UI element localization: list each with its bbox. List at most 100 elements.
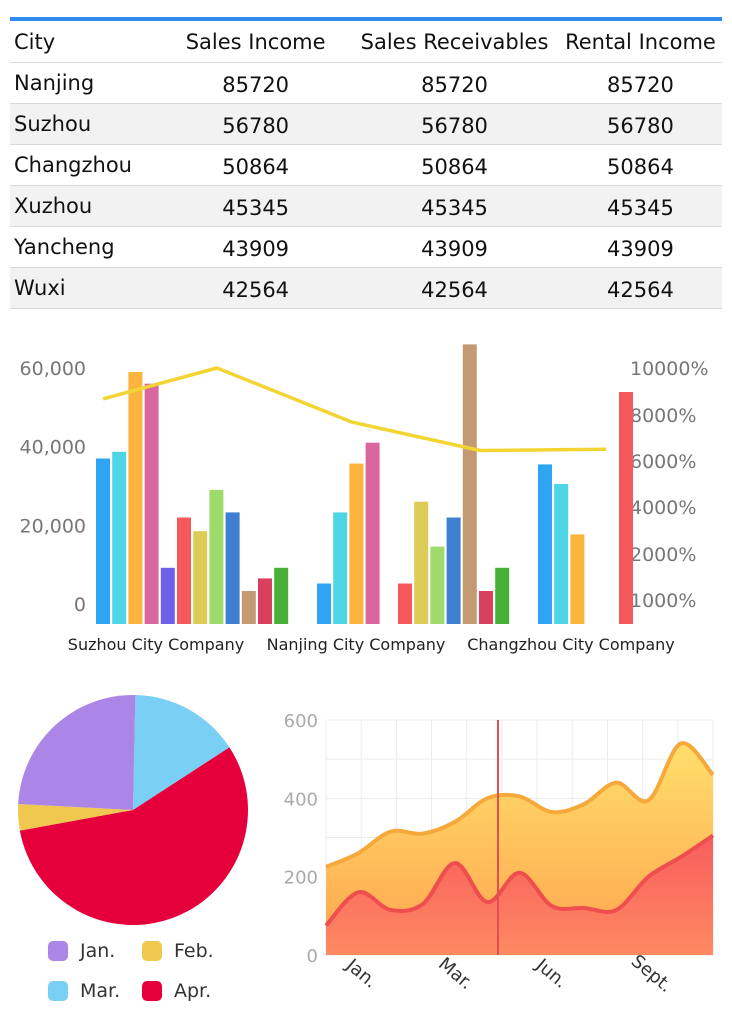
- header-city: City: [14, 29, 56, 54]
- bar: [112, 451, 127, 624]
- bar: [414, 501, 429, 624]
- legend-label: Feb.: [174, 940, 214, 962]
- cell-value: 42564: [421, 278, 488, 302]
- cell-value: 42564: [607, 278, 674, 302]
- right-axis-tick: 1000%: [630, 590, 696, 612]
- bar: [349, 463, 364, 624]
- bar-line-chart: 0 20,000 40,000 60,000 1000% 2000% 4000% 6000% 8…: [20, 344, 709, 654]
- cell-value: 56780: [421, 114, 488, 138]
- pie-slice-mar: [133, 695, 230, 810]
- pie-slice-feb: [18, 804, 133, 831]
- cell-value: 50864: [421, 155, 488, 179]
- bar: [333, 512, 348, 624]
- table-row: Changzhou 50864 50864 50864: [10, 145, 722, 186]
- right-axis-tick: 6000%: [630, 451, 696, 473]
- bar: [495, 567, 510, 624]
- cell-city: Suzhou: [14, 112, 92, 136]
- bar: [96, 458, 110, 624]
- x-axis-tick: Sept.: [627, 951, 676, 997]
- bar: [619, 392, 633, 624]
- bar: [365, 442, 380, 624]
- table-row: Xuzhou 45345 45345 45345: [10, 186, 722, 227]
- bar: [193, 531, 208, 624]
- legend-label: Apr.: [174, 980, 212, 1002]
- left-axis-tick: 0: [74, 594, 86, 616]
- cell-value: 56780: [607, 114, 674, 138]
- bar: [258, 578, 272, 624]
- cell-value: 56780: [222, 114, 290, 138]
- bar: [144, 383, 159, 624]
- bar: [446, 517, 461, 624]
- cell-value: 85720: [421, 73, 488, 97]
- cell-city: Xuzhou: [14, 194, 93, 218]
- cell-value: 42564: [222, 278, 290, 302]
- cell-value: 43909: [222, 237, 290, 261]
- y-axis-tick: 0: [307, 946, 318, 967]
- table-row: Nanjing 85720 85720 85720: [10, 63, 722, 104]
- cell-value: 45345: [421, 196, 488, 220]
- cell-value: 50864: [607, 155, 674, 179]
- left-axis-tick: 40,000: [20, 437, 86, 459]
- x-axis-tick: Jan.: [341, 954, 381, 992]
- bar: [274, 567, 289, 624]
- bar: [317, 583, 331, 624]
- pie-chart: [18, 694, 248, 925]
- header-sales-receivables: Sales Receivables: [360, 29, 549, 54]
- area-chart: 0 200 400 600 Jan. Mar. Jun. Sept.: [284, 711, 715, 997]
- cell-value: 85720: [607, 73, 674, 97]
- bar: [570, 534, 585, 624]
- legend-label: Mar.: [80, 980, 121, 1002]
- line-series: [102, 366, 607, 453]
- legend-swatch-jan: [48, 941, 68, 961]
- bar: [177, 517, 191, 624]
- y-axis-tick: 400: [284, 789, 318, 810]
- cell-city: Changzhou: [14, 153, 132, 177]
- cell-value: 43909: [607, 237, 674, 261]
- x-axis-tick: Mar.: [434, 954, 477, 995]
- pie-slice-jan: [18, 694, 136, 810]
- cell-value: 43909: [421, 237, 488, 261]
- right-axis-tick: 8000%: [630, 405, 696, 427]
- table-row: Suzhou 56780 56780 56780: [10, 104, 722, 145]
- bar: [241, 591, 256, 624]
- legend-swatch-feb: [142, 941, 162, 961]
- category-label: Changzhou City Company: [467, 635, 675, 654]
- bar: [554, 484, 569, 624]
- legend-item[interactable]: Apr.: [142, 980, 211, 1002]
- bar: [430, 546, 445, 624]
- legend-item[interactable]: Jan.: [48, 940, 115, 962]
- legend-label: Jan.: [80, 940, 116, 962]
- area-series-2-line: [324, 833, 715, 928]
- legend-item[interactable]: Mar.: [48, 980, 120, 1002]
- header-rental-income: Rental Income: [565, 29, 716, 54]
- pie-slice-apr: [19, 747, 248, 925]
- legend-item[interactable]: Feb.: [142, 940, 214, 962]
- cell-value: 50864: [222, 155, 290, 179]
- category-label: Suzhou City Company: [68, 635, 244, 654]
- cell-city: Nanjing: [14, 71, 95, 95]
- bar: [479, 591, 493, 624]
- y-axis-tick: 600: [284, 711, 318, 732]
- area-series-1-line: [325, 741, 715, 869]
- cell-city: Wuxi: [14, 276, 66, 300]
- bar: [398, 583, 412, 624]
- cell-city: Yancheng: [14, 235, 115, 259]
- y-axis-tick: 200: [284, 868, 318, 889]
- right-axis-tick: 10000%: [630, 358, 709, 380]
- x-axis-tick: Jun.: [531, 954, 571, 992]
- area-series-2: [326, 835, 713, 955]
- bar: [462, 344, 477, 624]
- header-sales-income: Sales Income: [185, 29, 326, 54]
- table-row: Yancheng 43909 43909 43909: [10, 227, 722, 268]
- table-row: Wuxi 42564 42564 42564: [10, 268, 722, 309]
- bar: [209, 489, 224, 624]
- cell-value: 45345: [222, 196, 290, 220]
- left-axis-tick: 60,000: [20, 358, 86, 380]
- sales-table: City Sales Income Sales Receivables Rent…: [10, 17, 722, 309]
- bar: [225, 512, 240, 624]
- cell-value: 45345: [607, 196, 674, 220]
- cell-value: 85720: [222, 73, 290, 97]
- right-axis-tick: 4000%: [630, 497, 696, 519]
- bar: [128, 371, 143, 624]
- legend-swatch-mar: [48, 981, 68, 1001]
